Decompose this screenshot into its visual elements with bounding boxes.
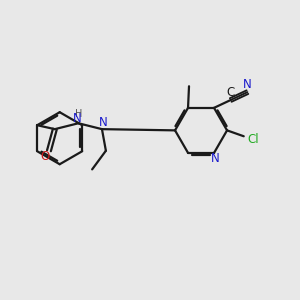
Text: N: N	[99, 116, 107, 129]
Text: H: H	[75, 110, 82, 119]
Text: N: N	[211, 152, 219, 165]
Text: O: O	[40, 150, 50, 163]
Text: C: C	[226, 85, 235, 99]
Text: N: N	[73, 112, 82, 125]
Text: Cl: Cl	[248, 133, 260, 146]
Text: N: N	[243, 78, 252, 91]
